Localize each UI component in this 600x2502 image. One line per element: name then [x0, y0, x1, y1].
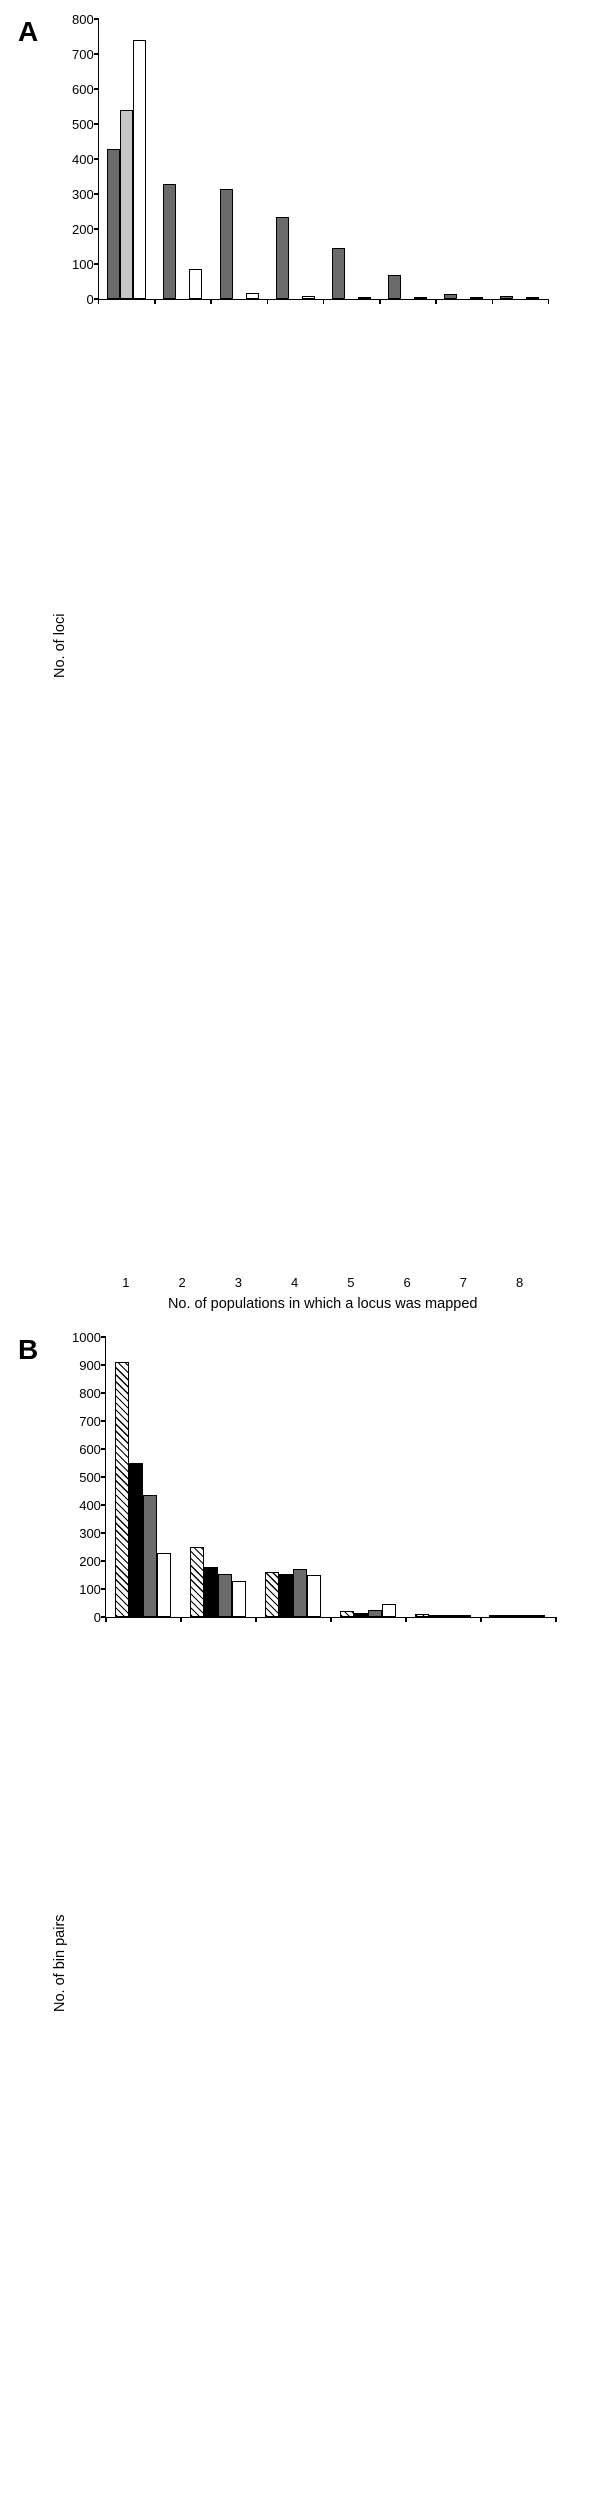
bar-group — [211, 20, 267, 299]
bar — [190, 1547, 204, 1617]
bar — [358, 297, 371, 299]
bar — [531, 1615, 545, 1617]
bar — [163, 184, 176, 300]
x-tick-label: 4 — [266, 1275, 322, 1290]
bar — [157, 1553, 171, 1617]
bar-group — [267, 20, 323, 299]
bar-group — [435, 20, 491, 299]
bar — [302, 296, 315, 299]
panel-a-yticks: 8007006005004003002001000 — [72, 20, 98, 300]
bar — [443, 1615, 457, 1617]
bar — [220, 189, 233, 299]
bar — [368, 1610, 382, 1617]
bar-group — [379, 20, 435, 299]
bar — [133, 40, 146, 299]
panel-b-plot — [105, 1338, 555, 1618]
bar-group — [323, 20, 379, 299]
panel-a-ylabel: No. of loci — [52, 20, 68, 1271]
panel-a: A No. of loci 8007006005004003002001000 … — [14, 20, 586, 1312]
x-tick-label: 8 — [491, 1275, 547, 1290]
bar — [332, 248, 345, 299]
bar — [517, 1615, 531, 1617]
bar — [414, 297, 427, 299]
bar — [340, 1611, 354, 1617]
bar-group — [405, 1338, 480, 1617]
bar-group — [99, 20, 155, 299]
bar — [457, 1615, 471, 1617]
bar — [354, 1613, 368, 1617]
panel-a-label: A — [18, 16, 38, 48]
panel-b-label: B — [18, 1334, 38, 1366]
panel-a-xlabels: 12345678 — [98, 1275, 548, 1290]
bar — [415, 1614, 429, 1617]
bar-group — [330, 1338, 405, 1617]
panel-b-yticks: 10009008007006005004003002001000 — [72, 1338, 105, 1618]
bar — [307, 1575, 321, 1617]
bar — [489, 1615, 503, 1617]
bar-group — [480, 1338, 555, 1617]
bar — [444, 294, 457, 299]
bar-group — [106, 1338, 181, 1617]
panel-a-plot — [98, 20, 548, 300]
bar-group — [181, 1338, 256, 1617]
bar — [388, 275, 401, 300]
bar-group — [256, 1338, 331, 1617]
bar — [246, 293, 259, 299]
x-tick-label: 1 — [98, 1275, 154, 1290]
x-tick-label: 2 — [154, 1275, 210, 1290]
panel-b: B No. of bin pairs 100090080070060050040… — [14, 1338, 586, 2502]
bar-group — [155, 20, 211, 299]
bar — [120, 110, 133, 299]
bar — [276, 217, 289, 299]
bar — [526, 297, 539, 299]
bar — [503, 1615, 517, 1617]
x-tick-label: 6 — [379, 1275, 435, 1290]
bar — [429, 1615, 443, 1617]
bar — [218, 1574, 232, 1617]
panel-a-xlabel: No. of populations in which a locus was … — [98, 1296, 548, 1312]
bar — [107, 149, 120, 300]
bar — [232, 1581, 246, 1617]
bar — [204, 1567, 218, 1617]
bar — [279, 1574, 293, 1617]
bar — [500, 296, 513, 299]
x-tick-label: 3 — [210, 1275, 266, 1290]
bar — [265, 1572, 279, 1617]
bar — [382, 1604, 396, 1617]
bar — [189, 269, 202, 299]
x-tick-label: 7 — [435, 1275, 491, 1290]
bar — [143, 1495, 157, 1617]
bar — [115, 1362, 129, 1617]
panel-b-ylabel: No. of bin pairs — [52, 1338, 68, 2502]
bar — [129, 1463, 143, 1617]
bar-group — [492, 20, 548, 299]
x-tick-label: 5 — [323, 1275, 379, 1290]
bar — [470, 297, 483, 299]
bar — [293, 1569, 307, 1617]
